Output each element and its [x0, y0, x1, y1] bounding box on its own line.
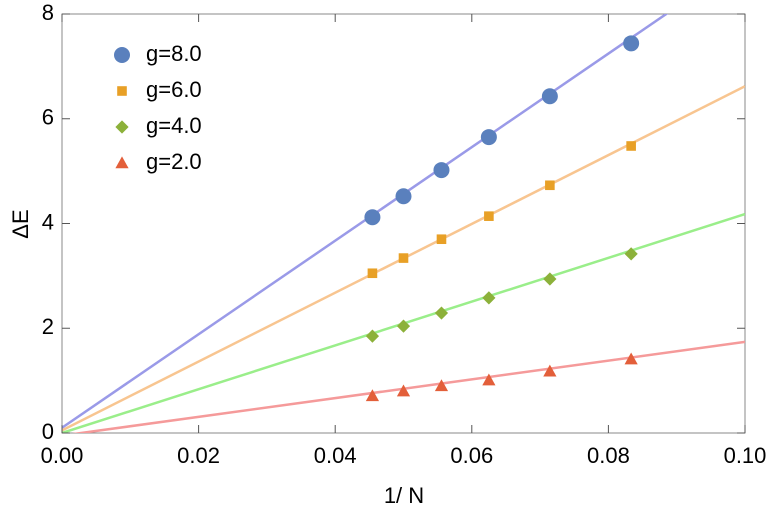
x-axis-label: 1/ N [384, 483, 424, 508]
point [541, 88, 558, 105]
point [398, 253, 409, 263]
point [480, 129, 497, 146]
y-axis-label: ΔE [8, 209, 33, 238]
y-tick-label: 8 [42, 0, 54, 25]
point [396, 384, 411, 397]
x-tick-label: 0.00 [41, 443, 84, 468]
x-tick-label: 0.02 [177, 443, 220, 468]
point [395, 188, 412, 205]
x-tick-label: 0.04 [314, 443, 357, 468]
point [364, 209, 381, 226]
point [365, 329, 380, 343]
x-tick-label: 0.10 [724, 443, 767, 468]
point [484, 211, 494, 221]
x-tick-label: 0.08 [587, 443, 630, 468]
point [367, 268, 378, 279]
point [396, 319, 411, 333]
y-tick-label: 4 [42, 209, 54, 234]
x-tick-label: 0.06 [450, 443, 493, 468]
point [543, 364, 557, 377]
legend-label: g=8.0 [146, 41, 202, 66]
point [482, 373, 496, 386]
point [115, 156, 129, 169]
legend-label: g=4.0 [146, 113, 202, 138]
point [545, 180, 555, 191]
point [365, 389, 380, 402]
point [624, 247, 638, 261]
point [117, 86, 127, 96]
legend-label: g=6.0 [146, 77, 202, 102]
point [434, 306, 449, 320]
legend-label: g=2.0 [146, 149, 202, 174]
point [626, 141, 636, 151]
y-tick-label: 0 [42, 419, 54, 444]
y-tick-label: 6 [42, 105, 54, 130]
y-tick-label: 2 [42, 314, 54, 339]
point [482, 291, 496, 305]
point [624, 352, 638, 365]
point [115, 120, 129, 134]
point [543, 272, 557, 286]
point [433, 162, 450, 179]
point [434, 379, 449, 392]
point [623, 35, 640, 52]
point [114, 47, 130, 63]
point [436, 234, 447, 245]
